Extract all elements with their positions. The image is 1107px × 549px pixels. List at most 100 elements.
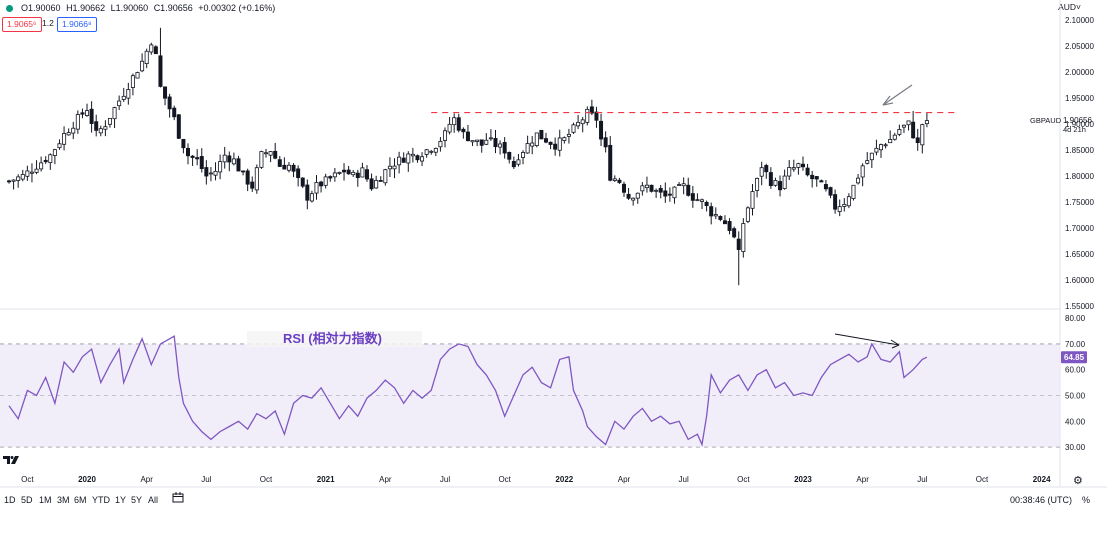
candle <box>401 152 406 163</box>
candle-body-up <box>16 176 21 181</box>
rsi-tick-label: 60.00 <box>1065 366 1086 375</box>
candle <box>534 132 539 148</box>
candle <box>511 156 516 169</box>
range-6m-button[interactable]: 6M <box>74 495 87 505</box>
candle-body-up <box>424 149 429 155</box>
candle <box>644 176 649 193</box>
candle-body-down <box>493 138 498 148</box>
rsi-tick-label: 50.00 <box>1065 392 1086 401</box>
candle <box>828 186 833 199</box>
candle <box>667 187 672 202</box>
candle-body-up <box>149 44 154 53</box>
range-all-button[interactable]: All <box>148 495 159 505</box>
gear-icon[interactable]: ⚙ <box>1073 475 1083 487</box>
candle <box>888 130 893 144</box>
candle-body-down <box>718 216 723 220</box>
candle-body-down <box>296 168 301 178</box>
range-1m-button[interactable]: 1M <box>39 495 52 505</box>
range-5d-button[interactable]: 5D <box>21 495 33 505</box>
candle-body-down <box>539 129 544 140</box>
candle <box>759 161 764 186</box>
candle-body-up <box>337 171 342 174</box>
utc-clock[interactable]: 00:38:46 (UTC) <box>1010 495 1073 505</box>
candle <box>305 179 310 210</box>
range-3m-button[interactable]: 3M <box>57 495 70 505</box>
candle <box>424 148 429 158</box>
range-ytd-button[interactable]: YTD <box>92 495 110 505</box>
candle-body-up <box>791 167 796 170</box>
candle-body-down <box>502 142 507 154</box>
candle-body-up <box>856 177 861 184</box>
range-5y-button[interactable]: 5Y <box>131 495 143 505</box>
candle-body-up <box>557 137 562 151</box>
spread-value: 1.2 <box>42 18 54 28</box>
candle <box>580 116 585 133</box>
currency-selector[interactable]: AUD˅ <box>1058 2 1081 12</box>
rsi-tick-label: 40.00 <box>1065 417 1086 426</box>
candle-body-down <box>722 220 727 225</box>
annotation-arrow-icon <box>882 84 913 106</box>
candle-body-up <box>351 171 356 176</box>
candle-body-down <box>378 180 383 182</box>
candle-body-up <box>98 128 103 134</box>
candle <box>80 108 85 119</box>
candle-body-down <box>355 172 360 179</box>
candle-body-down <box>461 128 466 133</box>
candle <box>360 162 365 178</box>
calendar-range-icon[interactable] <box>172 492 184 506</box>
candle <box>594 106 599 128</box>
price-tick-label: 1.90000 <box>1065 120 1094 129</box>
candle <box>851 184 856 201</box>
buy-price-button[interactable]: 1.9066⁸ <box>57 17 97 32</box>
candle-body-up <box>888 139 893 144</box>
candle-body-down <box>709 206 714 217</box>
candle <box>750 184 755 216</box>
candle <box>475 139 480 147</box>
candle-body-up <box>213 170 218 176</box>
candle <box>585 106 590 126</box>
candle <box>612 175 617 182</box>
candle-body-down <box>204 167 209 177</box>
candle <box>869 152 874 168</box>
candle-body-down <box>291 164 296 172</box>
tradingview-logo-icon[interactable] <box>3 452 23 468</box>
candle-body-down <box>236 158 241 172</box>
candle-body-down <box>185 147 190 157</box>
candle <box>833 189 838 214</box>
candle <box>410 147 415 163</box>
percent-toggle[interactable]: % <box>1082 495 1091 505</box>
candle-body-up <box>924 120 929 125</box>
candle-body-down <box>305 184 310 201</box>
candle-body-down <box>511 160 516 168</box>
candle <box>874 139 879 156</box>
candle <box>314 175 319 200</box>
candle <box>599 113 604 147</box>
candle <box>300 177 305 189</box>
candle-body-up <box>796 163 801 168</box>
candle-body-down <box>250 181 255 189</box>
candle <box>103 120 108 137</box>
candle <box>337 171 342 175</box>
candle-body-up <box>644 184 649 189</box>
candle-body-down <box>401 157 406 163</box>
candle <box>126 82 131 105</box>
candle-body-up <box>677 184 682 186</box>
candle-body-down <box>704 202 709 207</box>
candle-body-up <box>681 183 686 187</box>
candle <box>52 148 57 165</box>
candle-body-down <box>608 144 613 181</box>
price-tick-label: 2.05000 <box>1065 42 1094 51</box>
candle <box>530 136 535 155</box>
candle-body-down <box>617 179 622 183</box>
candle-body-down <box>553 143 558 150</box>
candle-body-up <box>66 132 71 136</box>
range-1d-button[interactable]: 1D <box>4 495 16 505</box>
range-1y-button[interactable]: 1Y <box>115 495 127 505</box>
sell-price-button[interactable]: 1.9065⁶ <box>2 17 42 32</box>
candle-body-up <box>107 117 112 125</box>
candle <box>842 198 847 212</box>
candle <box>447 117 452 135</box>
candle-body-down <box>599 120 604 140</box>
time-tick-label: Oct <box>498 475 511 484</box>
